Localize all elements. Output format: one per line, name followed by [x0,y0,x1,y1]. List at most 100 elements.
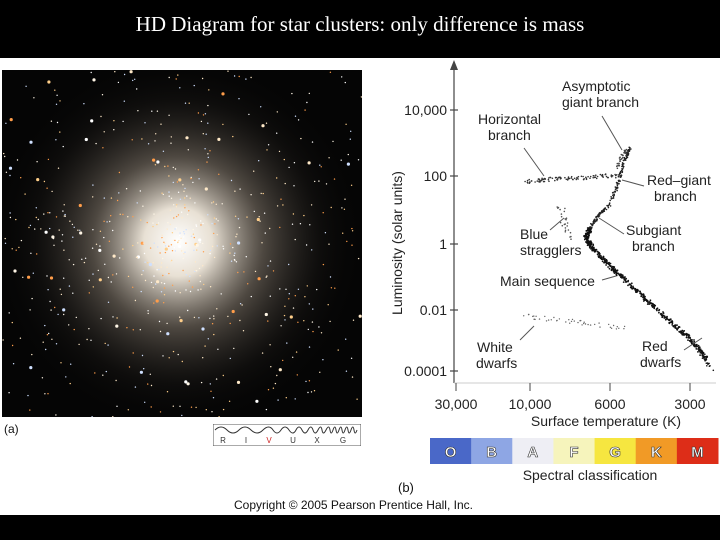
cluster-star [200,224,202,226]
cluster-star [215,378,218,380]
cluster-star [227,315,229,318]
cluster-star [36,178,40,182]
star-point [644,295,646,298]
cluster-star [297,119,300,121]
star-point [565,178,568,181]
label-hb-1: Horizontal [478,111,541,127]
cluster-star [156,280,160,284]
cluster-star [136,202,138,204]
cluster-star [12,363,15,365]
cluster-star [31,297,33,300]
star-point [660,314,663,317]
cluster-star [319,371,321,373]
cluster-star [132,352,134,354]
cluster-star [316,288,318,291]
cluster-star [207,122,209,124]
star-point [619,180,621,182]
cluster-star [199,280,201,283]
star-point [610,196,612,198]
star-point [664,316,666,319]
star-point [595,216,597,219]
cluster-star [104,263,106,265]
cluster-star [158,268,160,271]
cluster-star [269,295,271,297]
cluster-star [296,374,298,376]
cluster-star [180,237,182,239]
cluster-star [61,240,63,242]
cluster-star [343,208,346,210]
star-point [583,178,585,180]
cluster-star [141,354,144,357]
cluster-star [153,275,155,277]
cluster-star [164,247,168,251]
star-point [556,179,559,181]
cluster-star [202,242,204,245]
star-point [616,269,619,272]
cluster-star [5,122,7,124]
cluster-star [183,190,185,192]
label-ms: Main sequence [500,273,595,289]
cluster-star [97,269,100,272]
cluster-star [164,251,167,254]
star-point [621,162,624,164]
star-point [567,229,570,231]
cluster-star [209,252,211,255]
cluster-star [177,191,180,193]
cluster-star [195,243,199,247]
cluster-star [86,338,88,341]
leader-wd [519,325,535,341]
cluster-star [279,226,281,229]
cluster-star [209,383,211,385]
star-point [704,358,706,361]
cluster-star [59,131,61,133]
cluster-star [217,137,221,141]
label-sg-1: Subgiant [626,222,681,238]
star-point [689,337,692,339]
star-point [559,208,561,211]
cluster-star [234,190,236,192]
cluster-star [246,216,248,218]
cluster-star [179,316,181,318]
cluster-star [190,176,192,179]
cluster-star [351,376,354,378]
cluster-star [169,209,172,211]
cluster-star [136,256,139,259]
star-point [565,217,568,219]
star-point [548,180,550,183]
cluster-star [78,343,80,346]
star-point [570,175,573,178]
star-point [613,270,615,273]
star-point [682,330,685,333]
cluster-star [192,181,194,184]
star-point [584,237,587,240]
cluster-star [8,392,10,394]
cluster-star [105,370,108,373]
star-point [649,299,652,302]
star-point [621,276,623,279]
cluster-star [235,261,238,263]
cluster-star [215,218,217,220]
cluster-star [47,158,50,161]
cluster-star [255,399,259,403]
star-point [612,268,614,271]
cluster-star [250,295,252,298]
cluster-star [205,409,207,411]
star-point [564,218,566,220]
cluster-star [344,198,346,200]
star-point [607,262,610,264]
cluster-star [112,274,114,276]
star-point [618,179,620,182]
star-point [564,176,566,179]
cluster-star [46,187,48,189]
star-point [576,177,578,179]
cluster-star [280,198,282,200]
cluster-star [113,129,115,131]
cluster-star [258,160,260,162]
star-point [669,321,672,324]
star-point [592,248,595,251]
star-point [649,301,651,304]
star-point [585,178,588,181]
cluster-star [292,213,295,215]
star-point [693,345,695,347]
cluster-star [24,193,26,195]
